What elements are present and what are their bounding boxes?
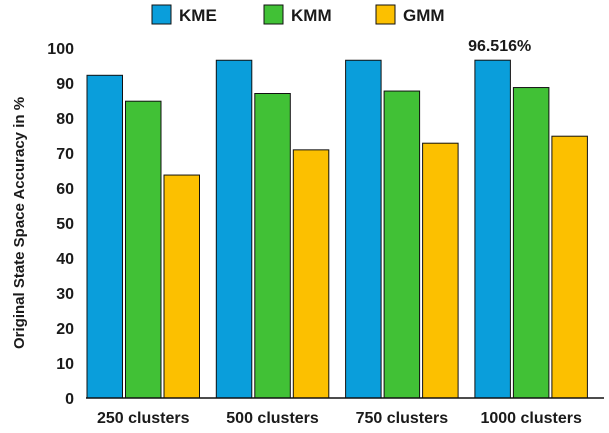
y-tick-label-10: 10 bbox=[56, 356, 74, 373]
bar-gmm-500-clusters bbox=[292, 149, 330, 399]
bar-gmm-750-clusters bbox=[422, 142, 459, 399]
x-tick-label-750-clusters: 750 clusters bbox=[356, 410, 449, 427]
chart-annotations: 96.516% bbox=[468, 38, 531, 55]
legend-label-kme: KME bbox=[179, 6, 217, 25]
x-tick-label-500-clusters: 500 clusters bbox=[226, 410, 319, 427]
y-tick-label-60: 60 bbox=[56, 181, 74, 198]
bar-kmm-1000-clusters bbox=[512, 87, 550, 399]
x-axis-labels: 250 clusters 500 clusters 750 clusters 1000… bbox=[97, 410, 582, 427]
legend-swatch-kme bbox=[151, 4, 172, 25]
x-tick-label-250-clusters: 250 clusters bbox=[97, 410, 190, 427]
y-axis-ticks: 0 10 20 30 40 50 60 70 80 90 100 bbox=[47, 41, 74, 408]
y-tick-label-90: 90 bbox=[56, 76, 74, 93]
chart-legend: KME KMM GMM bbox=[151, 4, 445, 25]
bar-kmm-750-clusters bbox=[383, 90, 421, 399]
chart-bars bbox=[86, 59, 588, 399]
y-tick-label-100: 100 bbox=[47, 41, 74, 58]
bar-kme-500-clusters bbox=[215, 59, 253, 399]
bar-kmm-250-clusters bbox=[125, 100, 162, 399]
y-tick-label-70: 70 bbox=[56, 146, 74, 163]
y-axis-title-group: Original State Space Accuracy in % bbox=[11, 97, 28, 349]
x-tick-label-1000-clusters: 1000 clusters bbox=[480, 410, 582, 427]
y-tick-label-40: 40 bbox=[56, 251, 74, 268]
y-tick-label-30: 30 bbox=[56, 286, 74, 303]
y-tick-label-80: 80 bbox=[56, 111, 74, 128]
legend-swatch-gmm bbox=[375, 4, 396, 25]
bar-kme-250-clusters bbox=[86, 74, 123, 399]
y-tick-label-20: 20 bbox=[56, 321, 74, 338]
bar-kme-750-clusters bbox=[345, 59, 382, 399]
bar-gmm-1000-clusters bbox=[551, 135, 588, 399]
bar-kmm-500-clusters bbox=[254, 93, 291, 399]
legend-label-kmm: KMM bbox=[291, 6, 332, 25]
legend-swatch-kmm bbox=[263, 4, 284, 25]
bar-gmm-250-clusters bbox=[163, 174, 200, 399]
bar-kme-1000-clusters bbox=[474, 59, 511, 399]
y-axis-title: Original State Space Accuracy in % bbox=[11, 97, 28, 349]
legend-label-gmm: GMM bbox=[403, 6, 445, 25]
y-tick-label-0: 0 bbox=[65, 391, 74, 408]
y-tick-label-50: 50 bbox=[56, 216, 74, 233]
annotation-label-0: 96.516% bbox=[468, 38, 531, 55]
